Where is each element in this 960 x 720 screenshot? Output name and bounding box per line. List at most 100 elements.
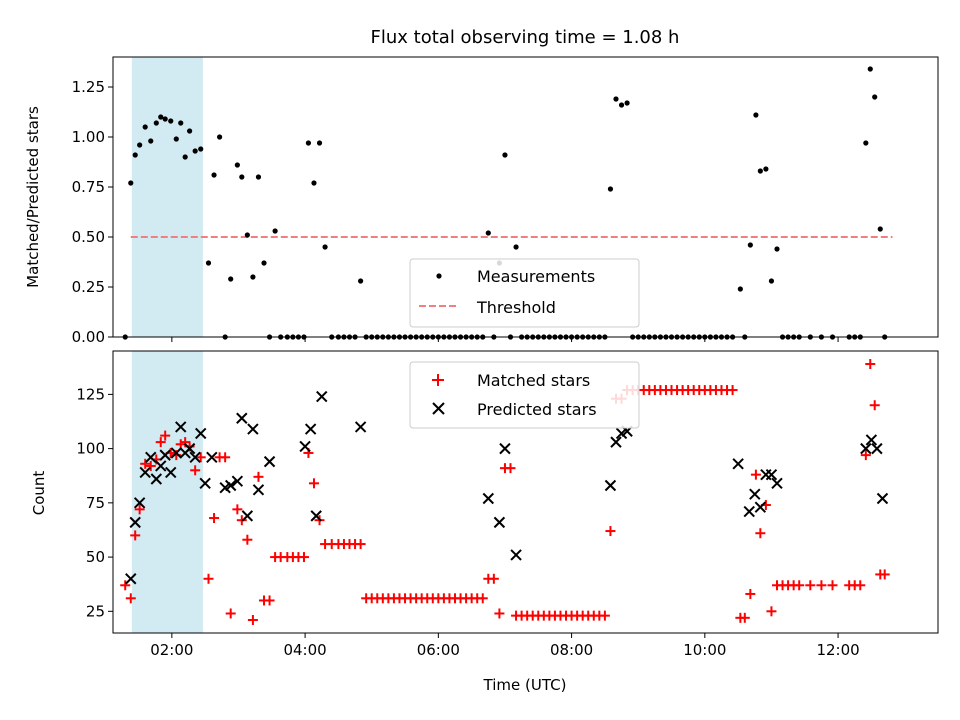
predicted-point: [610, 436, 622, 448]
measurement-point: [624, 100, 630, 106]
matched-point: [232, 504, 243, 515]
predicted-point: [299, 440, 311, 453]
measurement-point: [178, 120, 184, 126]
measurement-point: [250, 274, 256, 280]
x-axis-label: Time (UTC): [483, 676, 567, 694]
predicted-point: [354, 421, 367, 433]
predicted-point: [247, 423, 259, 435]
measurement-point: [513, 244, 519, 250]
predicted-point: [170, 447, 182, 459]
predicted-point: [876, 492, 889, 505]
matched-point: [766, 606, 777, 617]
predicted-point: [732, 458, 744, 470]
measurement-point: [211, 172, 217, 178]
top-plot-area: [112, 56, 939, 338]
measurement-point: [158, 114, 164, 120]
predicted-point: [310, 510, 322, 522]
matched-point: [134, 504, 145, 515]
matched-point: [869, 400, 880, 411]
matched-point: [355, 539, 366, 550]
x-tick-label: 06:00: [417, 641, 460, 659]
predicted-point: [860, 442, 872, 455]
y-tick-label: 0.25: [72, 278, 105, 296]
legend-threshold-label: Threshold: [476, 298, 556, 317]
predicted-point: [252, 484, 265, 496]
matched-point: [494, 608, 505, 619]
measurement-point: [753, 112, 759, 118]
matched-point: [253, 471, 264, 482]
predicted-point: [765, 468, 778, 481]
measurement-point: [316, 140, 323, 146]
matched-point: [865, 359, 876, 370]
predicted-point: [129, 516, 141, 529]
x-tick-label: 04:00: [283, 641, 326, 659]
y-tick-label: 125: [76, 385, 105, 403]
y-tick-label: 75: [86, 494, 105, 512]
x-tick-label: 08:00: [550, 641, 593, 659]
predicted-point: [236, 412, 248, 424]
x-tick-label: 10:00: [683, 641, 726, 659]
bottom-x-axis: 02:00 04:00 06:00 08:00 10:00 12:00: [150, 633, 860, 659]
measurement-point: [485, 230, 491, 236]
measurement-point: [137, 142, 143, 148]
y-tick-label: 50: [86, 548, 105, 566]
predicted-point: [493, 516, 506, 529]
matched-point: [203, 573, 214, 584]
predicted-point: [125, 573, 137, 585]
matched-point: [155, 437, 166, 448]
matched-point: [745, 588, 756, 599]
top-x-ticks: [171, 337, 839, 342]
matched-point: [220, 452, 231, 463]
measurement-point: [234, 162, 240, 168]
predicted-point: [155, 460, 167, 472]
matched-point: [264, 595, 275, 606]
predicted-point: [159, 449, 171, 461]
measurement-point: [148, 138, 154, 144]
predicted-point: [263, 455, 276, 468]
matched-point: [827, 580, 838, 591]
matched-point: [125, 593, 136, 604]
matched-point: [298, 552, 309, 563]
matched-point: [242, 534, 253, 545]
measurement-point: [198, 146, 204, 152]
measurement-point: [239, 174, 245, 180]
measurement-point: [358, 278, 364, 284]
predicted-point: [231, 475, 244, 487]
measurement-point: [205, 260, 212, 266]
measurement-point: [173, 136, 179, 142]
matched-point: [739, 612, 750, 623]
bottom-highlight-span: [131, 351, 203, 633]
matched-point: [727, 385, 738, 396]
matched-point: [805, 580, 816, 591]
measurement-point: [244, 232, 250, 238]
matched-point: [195, 452, 206, 463]
measurement-point: [128, 180, 134, 186]
predicted-point: [743, 505, 755, 518]
bottom-y-axis-label: Count: [30, 471, 48, 516]
predicted-point: [133, 497, 146, 509]
top-legend: Measurements Threshold: [409, 258, 640, 328]
bottom-y-axis: 25 50 75 100 125: [76, 385, 113, 620]
matched-point: [605, 526, 616, 537]
predicted-point: [189, 451, 201, 463]
matched-point: [755, 528, 766, 539]
legend-matched-marker: [432, 374, 444, 386]
predicted-point: [195, 427, 207, 440]
predicted-point: [749, 488, 761, 500]
measurement-point: [877, 226, 883, 232]
predicted-point: [316, 390, 328, 403]
predicted-point: [871, 442, 883, 455]
measurement-point: [162, 116, 168, 122]
measurement-point: [322, 244, 328, 250]
bottom-plot-area: [112, 350, 939, 634]
y-tick-label: 100: [76, 440, 105, 458]
predicted-point: [754, 501, 767, 513]
matched-point: [130, 530, 141, 541]
measurement-point: [261, 260, 267, 266]
measurement-point: [867, 66, 873, 72]
measurement-point: [757, 168, 763, 174]
measurement-point: [187, 128, 193, 134]
measurement-point: [774, 246, 780, 252]
legend-matched-label: Matched stars: [477, 371, 590, 390]
